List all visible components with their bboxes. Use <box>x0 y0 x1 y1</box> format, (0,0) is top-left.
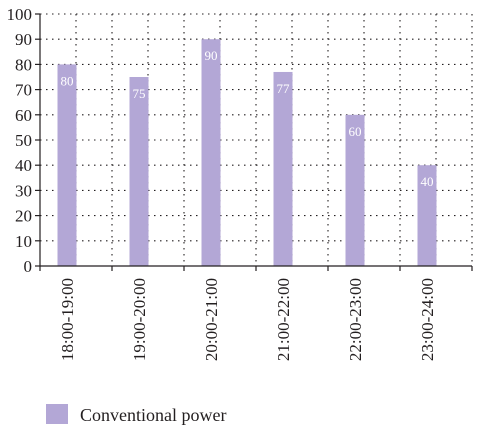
grid-layer <box>40 13 473 266</box>
bar-1 <box>129 77 149 266</box>
bar-layer <box>57 39 437 267</box>
data-label-2: 90 <box>205 48 218 63</box>
data-label-1: 75 <box>133 86 146 101</box>
y-tick-label-5: 50 <box>15 131 32 150</box>
legend-swatch <box>46 404 68 424</box>
y-tick-label-10: 100 <box>7 5 33 24</box>
y-tick-label-8: 80 <box>15 55 32 74</box>
bar-3 <box>273 71 293 267</box>
x-tick-label-0: 18:00-19:00 <box>58 278 77 361</box>
label-layer: 80 18:00-19:00 75 19:00-20:00 90 20:00-21:00 7… <box>7 5 438 361</box>
axis-layer <box>35 13 473 271</box>
bar-0 <box>57 64 77 267</box>
legend: Conventional power <box>46 404 226 425</box>
y-tick-label-3: 30 <box>15 181 32 200</box>
y-tick-label-4: 40 <box>15 156 32 175</box>
data-label-5: 40 <box>421 174 434 189</box>
x-tick-label-5: 23:00-24:00 <box>418 278 437 361</box>
x-tick-label-4: 22:00-23:00 <box>346 278 365 361</box>
x-tick-label-1: 19:00-20:00 <box>130 278 149 361</box>
y-tick-label-0: 0 <box>24 257 33 276</box>
y-tick-label-2: 20 <box>15 207 32 226</box>
bar-5 <box>417 165 437 266</box>
data-label-4: 60 <box>349 124 362 139</box>
legend-label: Conventional power <box>80 405 226 425</box>
y-tick-label-6: 60 <box>15 106 32 125</box>
y-tick-label-1: 10 <box>15 232 32 251</box>
data-label-3: 77 <box>277 81 291 96</box>
x-tick-label-3: 21:00-22:00 <box>274 278 293 361</box>
bar-2 <box>201 39 221 267</box>
x-tick-label-2: 20:00-21:00 <box>202 278 221 361</box>
y-tick-label-7: 70 <box>15 81 32 100</box>
y-tick-label-9: 90 <box>15 30 32 49</box>
data-label-0: 80 <box>61 73 74 88</box>
bar-4 <box>345 114 365 266</box>
